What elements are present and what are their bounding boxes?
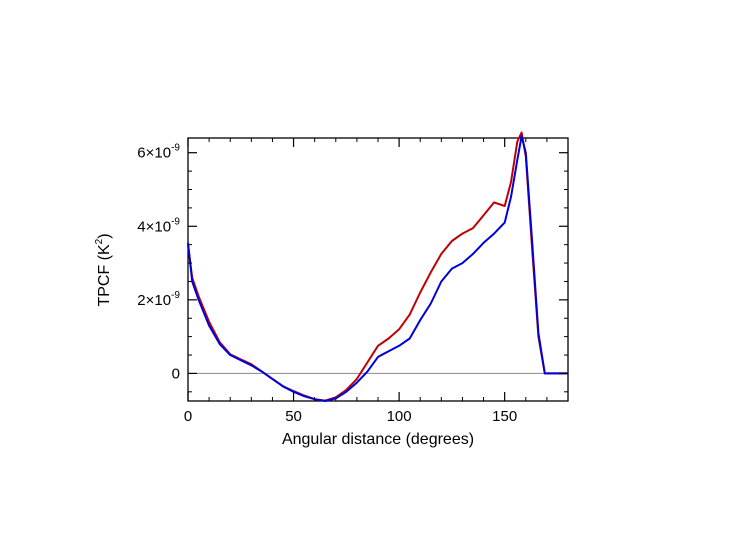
x-tick-label: 0 [184,408,192,425]
y-tick-label-exponent: -9 [171,143,180,154]
y-tick-label: 0 [172,365,180,382]
y-tick-label-exponent: -9 [171,290,180,301]
y-tick-label-base: 2×10 [137,292,171,309]
y-tick-label: 2×10-9 [137,290,180,309]
y-tick-label-base: 0 [172,365,180,382]
x-tick-label: 100 [387,408,412,425]
x-axis-title: Angular distance (degrees) [282,431,474,448]
y-axis-title-base: TPCF (K [96,244,113,307]
y-tick-label-base: 4×10 [137,218,171,235]
y-axis-title-close: ) [96,233,113,238]
series-line-2 [187,135,568,402]
series-layer [187,131,568,402]
series-line-1 [187,131,568,402]
x-tick-label: 150 [492,408,517,425]
y-axis-title: TPCF (K2) [94,233,113,306]
y-axis-title-sup: 2 [94,238,105,244]
y-tick-label-base: 6×10 [137,145,171,162]
y-tick-label-exponent: -9 [171,216,180,227]
y-tick-label: 4×10-9 [137,216,180,235]
x-tick-label: 50 [285,408,302,425]
ticks-layer [187,138,569,401]
y-tick-label: 6×10-9 [137,143,180,162]
